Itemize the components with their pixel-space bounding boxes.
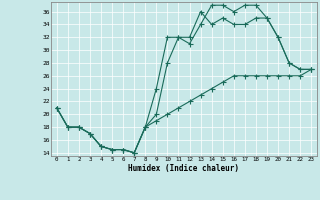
X-axis label: Humidex (Indice chaleur): Humidex (Indice chaleur) xyxy=(129,164,239,173)
